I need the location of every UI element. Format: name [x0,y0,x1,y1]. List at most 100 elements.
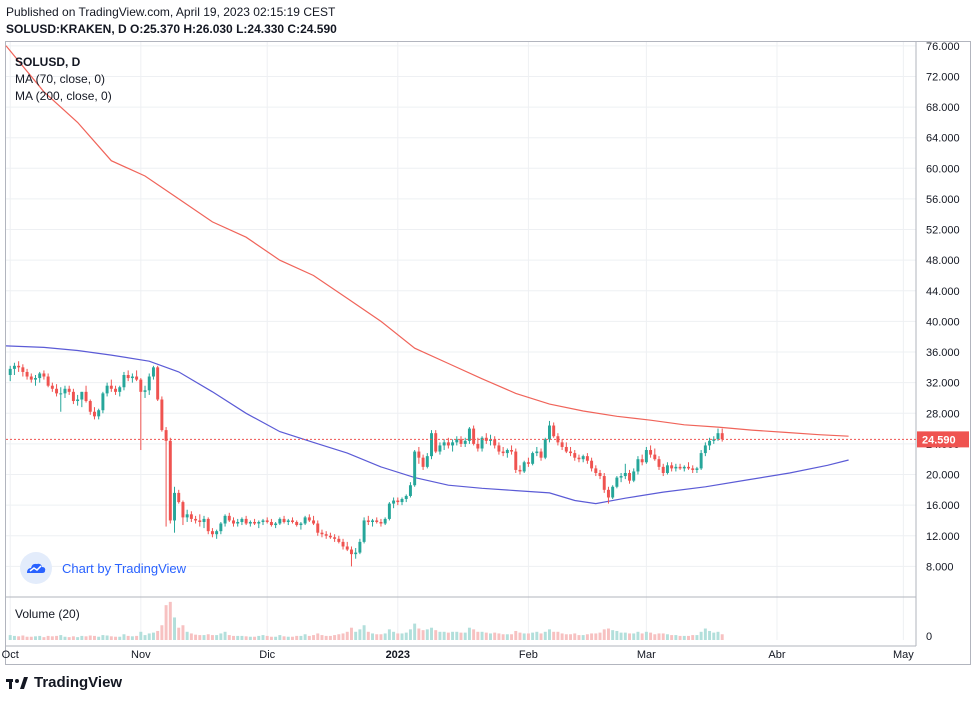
candle-body [269,521,273,526]
volume-bar [661,633,665,640]
candle-body [320,532,324,535]
volume-bar [21,635,25,640]
candle-body [682,466,686,469]
volume-bar [42,637,46,640]
candle-body [206,518,210,532]
volume-bar [467,627,471,640]
volume-bar [198,635,202,640]
volume-bar [122,634,126,640]
published-line: Published on TradingView.com, April 19, … [6,5,336,19]
candle-body [358,541,362,553]
chart-frame [5,41,971,665]
volume-bar [497,633,501,640]
candle-body [55,388,59,394]
volume-bar [80,635,84,640]
candle-body [632,471,636,481]
volume-bar [219,633,223,640]
volume-bar [535,631,539,640]
candle-body [337,538,341,542]
volume-bar [480,631,484,640]
candle-body [130,376,134,379]
volume-tick-label: 0 [926,631,932,643]
candle-body [34,378,37,380]
candle-body [674,466,678,469]
volume-bar [257,635,261,640]
candle-body [139,379,143,392]
volume-bar [248,636,252,640]
candle-body [691,468,695,470]
y-tick-label: 68.000 [926,102,960,114]
volume-bar [333,635,337,640]
volume-bar [649,632,653,640]
candle-body [518,469,522,472]
volume-bar [130,636,134,640]
candle-body [615,477,619,487]
volume-bar [383,633,387,640]
y-tick-label: 44.000 [926,286,960,298]
legend-ma70: MA (70, close, 0) [15,72,106,86]
candle-body [476,443,480,449]
volume-bar [295,635,299,640]
candle-body [67,388,71,392]
volume-bar [632,633,636,640]
candle-body [38,373,42,379]
volume-bar [522,633,526,640]
volume-bar [674,635,678,640]
volume-bar [210,635,214,640]
candle-body [413,451,417,486]
candle-body [109,385,113,389]
candle-body [366,520,370,522]
volume-bar [379,634,383,640]
volume-bar [59,635,63,640]
candle-body [371,520,375,522]
candle-body [657,459,661,467]
candle-body [168,440,172,521]
candle-body [716,433,720,440]
volume-bar [590,633,594,640]
volume-bar [392,631,396,640]
volume-bar [560,633,564,640]
volume-bar [564,634,568,640]
candle-body [695,468,699,470]
volume-bar [12,635,16,640]
y-tick-label: 56.000 [926,194,960,206]
candle-body [606,489,610,498]
candle-body [354,552,358,555]
candle-body [560,442,564,447]
candle-body [189,514,193,519]
brand-text: TradingView [34,674,123,691]
volume-bar [50,636,54,640]
candle-body [619,476,623,478]
candle-body [699,453,703,469]
volume-bars [8,601,724,640]
candle-body [510,450,514,452]
candle-body [501,451,505,454]
y-tick-label: 20.000 [926,470,960,482]
last-price-label: 24.590 [922,434,956,446]
volume-bar [223,631,227,640]
candle-body [442,442,446,446]
y-tick-label: 64.000 [926,133,960,145]
candle-body [446,442,450,446]
chart-by-tradingview[interactable]: Chart by TradingView [20,552,186,584]
y-tick-label: 48.000 [926,255,960,267]
volume-bar [543,631,547,640]
volume-bar [682,635,686,640]
volume-bar [476,631,480,640]
volume-bar [88,635,92,640]
volume-bar [71,636,75,640]
volume-bar [236,635,240,640]
volume-bar [181,625,185,640]
y-tick-label: 76.000 [926,41,960,53]
candle-body [274,523,278,526]
candle-body [497,445,501,452]
volume-bar [425,629,429,640]
candle-body [198,520,202,522]
volume-bar [34,636,37,640]
candle-body [375,520,379,522]
candle-body [101,393,105,411]
volume-bar [417,628,421,640]
tradingview-brand: TradingView [6,674,122,691]
candle-body [84,391,88,402]
